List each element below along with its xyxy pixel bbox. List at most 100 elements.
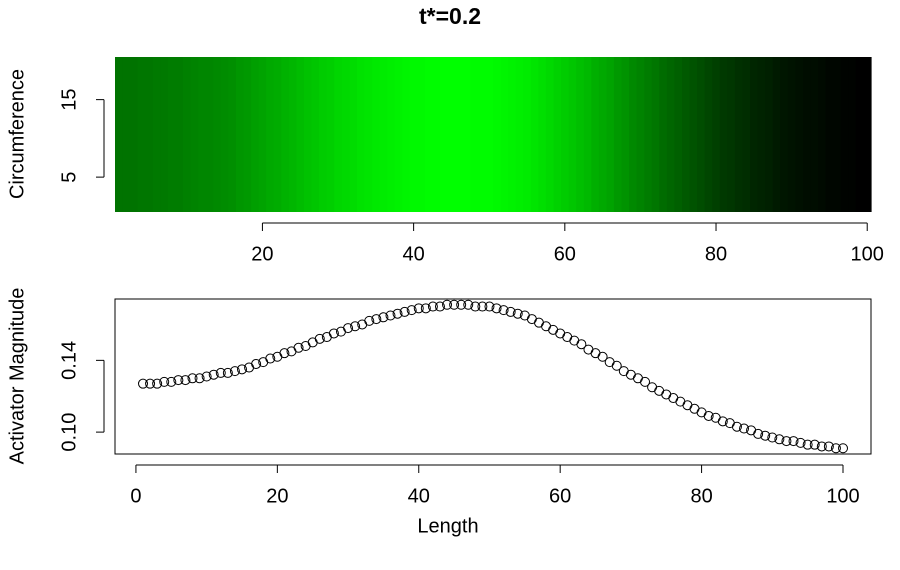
- x-tick-label: 80: [705, 243, 727, 265]
- heat-cell: [220, 57, 229, 212]
- heat-cell: [258, 57, 267, 212]
- x-tick-label: 20: [251, 243, 273, 265]
- heat-cell: [243, 57, 252, 212]
- point: [222, 367, 233, 378]
- x-axis-label: Length: [417, 515, 478, 537]
- point: [385, 310, 396, 321]
- heat-cell: [462, 57, 471, 212]
- heat-cell: [719, 57, 728, 212]
- heat-cell: [591, 57, 600, 212]
- x-tick-label: 20: [266, 485, 288, 507]
- heat-cell: [742, 57, 751, 212]
- heat-cell: [848, 57, 857, 212]
- point: [576, 339, 587, 350]
- point: [512, 308, 523, 319]
- point: [229, 366, 240, 377]
- heat-cell: [356, 57, 366, 212]
- point: [731, 421, 742, 432]
- heat-cell: [447, 57, 456, 212]
- heat-cell: [394, 57, 403, 212]
- heat-cell: [659, 57, 668, 212]
- heat-cell: [152, 57, 161, 212]
- heat-cell: [485, 57, 494, 212]
- heat-cell: [145, 57, 154, 212]
- heat-cell: [130, 57, 139, 212]
- heat-cell: [296, 57, 305, 212]
- heat-cell: [530, 57, 539, 212]
- heat-cell: [545, 57, 555, 212]
- heat-cell: [364, 57, 373, 212]
- heat-cell: [772, 57, 781, 212]
- point: [201, 371, 212, 382]
- point: [823, 441, 834, 452]
- heat-cell: [818, 57, 827, 212]
- point: [802, 439, 813, 450]
- point: [477, 301, 488, 312]
- heat-cell: [515, 57, 524, 212]
- x-tick-label: 40: [408, 485, 430, 507]
- heat-cell: [651, 57, 660, 212]
- heat-cell: [122, 57, 131, 212]
- heat-cell: [319, 57, 328, 212]
- point: [328, 328, 339, 339]
- point: [194, 373, 205, 384]
- point: [343, 323, 354, 334]
- point: [293, 342, 304, 353]
- heat-cell: [213, 57, 222, 212]
- heat-cell: [266, 57, 275, 212]
- point: [838, 443, 848, 454]
- heat-cell: [810, 57, 819, 212]
- heat-cell: [500, 57, 509, 212]
- heat-cell: [697, 57, 706, 212]
- point: [434, 301, 445, 312]
- heat-cell: [326, 57, 335, 212]
- heat-cell: [334, 57, 343, 212]
- heat-cell: [470, 57, 479, 212]
- point: [788, 436, 799, 447]
- point: [816, 441, 827, 452]
- point: [180, 375, 191, 386]
- chart-title: t*=0.2: [419, 3, 481, 29]
- point: [463, 299, 474, 310]
- heat-cell: [387, 57, 396, 212]
- point: [215, 367, 226, 378]
- point: [449, 299, 460, 310]
- heat-cell: [840, 57, 849, 212]
- heat-cell: [855, 57, 865, 212]
- point: [364, 315, 375, 326]
- heat-cell: [704, 57, 713, 212]
- heat-cell: [613, 57, 623, 212]
- point: [760, 430, 771, 441]
- heat-cell: [825, 57, 834, 212]
- point: [208, 369, 219, 380]
- heat-cell: [440, 57, 449, 212]
- point: [166, 376, 177, 387]
- heat-cell: [228, 57, 237, 212]
- point: [611, 360, 622, 371]
- x-tick-label: 100: [851, 243, 884, 265]
- heat-cell: [863, 57, 872, 212]
- heat-cell: [432, 57, 441, 212]
- point: [767, 432, 778, 443]
- point: [830, 443, 841, 454]
- point: [809, 439, 820, 450]
- point: [498, 305, 509, 316]
- point: [427, 301, 438, 312]
- point: [774, 434, 785, 445]
- point: [442, 299, 453, 310]
- y-axis-label: Activator Magnitude: [6, 288, 28, 465]
- point: [314, 333, 325, 344]
- point: [753, 428, 764, 439]
- heat-cell: [787, 57, 796, 212]
- heat-cell: [802, 57, 812, 212]
- heat-cell: [682, 57, 691, 212]
- heat-cell: [765, 57, 774, 212]
- point: [251, 358, 262, 369]
- point: [173, 375, 184, 386]
- heat-cell: [795, 57, 804, 212]
- heat-cell: [493, 57, 502, 212]
- heat-cell: [235, 57, 245, 212]
- y-axis-label: Circumference: [6, 69, 28, 199]
- point: [236, 364, 247, 375]
- plot-box: [114, 298, 872, 455]
